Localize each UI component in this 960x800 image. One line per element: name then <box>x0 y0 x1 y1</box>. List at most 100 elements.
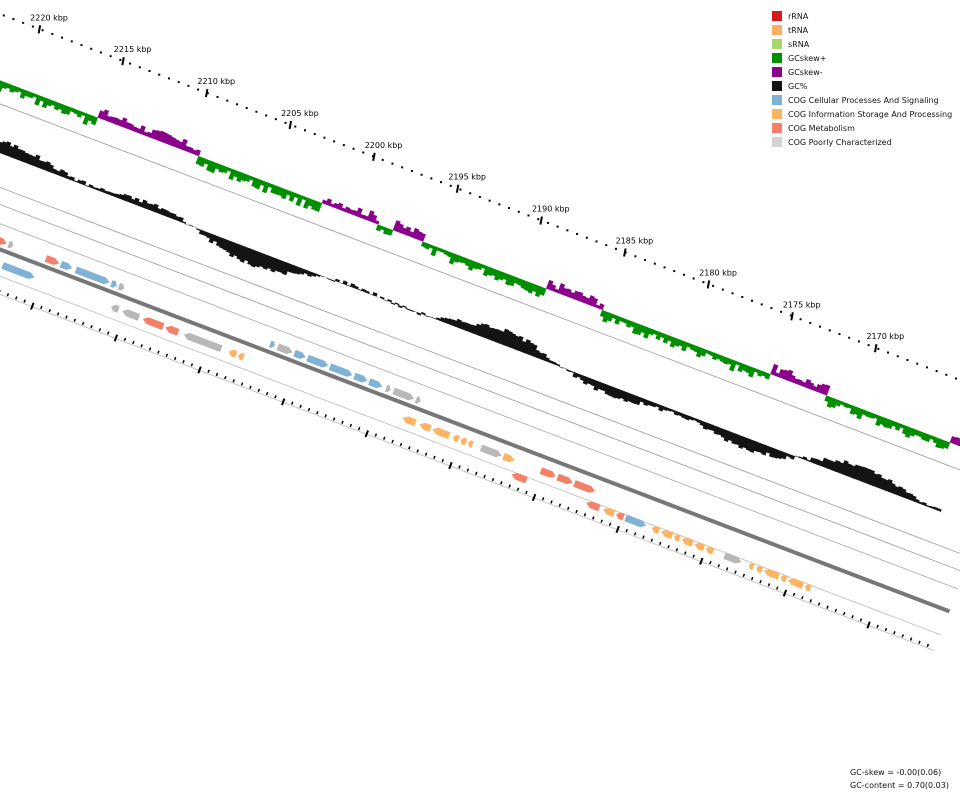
gc-content-bar <box>738 436 747 449</box>
gc-skew-bar <box>643 326 652 339</box>
gc-skew-bar <box>606 312 614 322</box>
gc-content-bar <box>47 164 54 173</box>
gc-content-bar <box>88 184 94 189</box>
legend-label: sRNA <box>788 39 810 49</box>
scale-dot <box>362 151 365 154</box>
gene-arrow <box>502 453 515 463</box>
gc-skew-bar <box>886 419 895 429</box>
gc-content-bar <box>925 504 931 508</box>
inner-minor-tick <box>926 643 930 648</box>
legend-label: rRNA <box>788 11 809 21</box>
gc-skew-bar <box>504 274 513 286</box>
gc-content-bar <box>611 387 620 399</box>
gene-arrow <box>616 512 625 521</box>
gene-arrow <box>183 333 223 353</box>
gene-arrow <box>59 260 73 270</box>
gene-arrow <box>586 501 601 512</box>
inner-minor-tick <box>249 385 252 389</box>
scale-dot <box>372 155 375 158</box>
gc-skew-bar <box>424 242 431 250</box>
inner-minor-tick <box>918 640 921 644</box>
gc-content-bar <box>330 279 336 282</box>
gc-skew-bar <box>270 184 278 194</box>
gc-skew-bar <box>564 288 572 298</box>
gc-content-bar <box>99 187 105 193</box>
inner-minor-tick <box>792 592 796 597</box>
gc-skew-bar <box>524 281 532 292</box>
gc-content-bar <box>601 383 609 392</box>
gc-skew-bar <box>614 315 622 325</box>
inner-minor-tick <box>232 379 235 383</box>
legend-label: GCskew- <box>788 67 823 77</box>
inner-minor-tick <box>299 404 302 408</box>
gene-arrow <box>306 354 329 368</box>
inner-major-tick <box>197 366 202 374</box>
gene-arrow <box>44 255 60 265</box>
inner-minor-tick <box>408 446 411 450</box>
gc-content-bar <box>247 249 257 266</box>
gc-content-bar <box>319 275 325 278</box>
gc-content-bar <box>873 473 883 488</box>
gc-content-bar <box>555 363 561 367</box>
inner-minor-tick <box>441 458 445 463</box>
scale-dot <box>789 314 792 317</box>
gc-skew-bar <box>157 130 166 142</box>
gc-skew-bar <box>28 91 35 99</box>
inner-minor-tick <box>817 602 821 606</box>
gc-skew-bar <box>314 201 323 212</box>
gc-skew-bar <box>904 426 913 438</box>
gc-skew-bar <box>830 398 839 409</box>
scale-dot <box>12 18 15 21</box>
gc-skew-bar <box>254 178 263 190</box>
gene-arrow <box>511 472 528 484</box>
scale-dot <box>245 107 248 110</box>
gene-arrow <box>788 578 805 589</box>
gc-skew-bar <box>340 207 346 212</box>
gc-content-bar <box>383 299 388 302</box>
ring-guide <box>0 275 941 636</box>
gc-content-bar <box>861 468 872 484</box>
gc-content-track <box>0 141 945 514</box>
inner-minor-tick <box>625 529 628 533</box>
gc-content-bar <box>794 455 800 458</box>
gc-skew-bar <box>625 319 633 328</box>
gc-skew-bar <box>465 258 472 267</box>
gc-content-bar <box>884 479 893 492</box>
ring-guide <box>0 204 960 571</box>
scale-dot <box>352 147 355 150</box>
gc-content-bar <box>110 192 116 197</box>
gc-content-bar <box>315 273 321 277</box>
inner-minor-tick <box>566 506 570 511</box>
inner-minor-tick <box>257 388 261 393</box>
gc-skew-bar <box>411 227 420 239</box>
gc-content-bar <box>0 141 8 155</box>
inner-minor-tick <box>474 471 478 475</box>
gc-skew-bar <box>770 363 779 376</box>
inner-minor-tick <box>909 637 913 641</box>
gc-content-bar <box>9 144 19 159</box>
gc-skew-bar <box>826 396 835 408</box>
gene-arrow <box>467 440 474 448</box>
inner-minor-tick <box>73 318 77 322</box>
gc-skew-bar <box>244 174 252 183</box>
gc-content-bar <box>17 149 26 162</box>
major-tick <box>288 120 293 130</box>
gene-arrow <box>661 529 674 539</box>
gc-content-bar <box>323 276 328 279</box>
inner-minor-tick <box>592 516 595 520</box>
gc-content-bar <box>435 317 441 321</box>
inner-minor-tick <box>491 477 495 482</box>
gc-content-bar <box>416 312 422 316</box>
gene-arrow <box>142 317 165 330</box>
scale-dot <box>721 288 724 291</box>
gc-content-bar <box>846 464 856 478</box>
gc-content-bar <box>525 342 535 356</box>
gc-content-bar <box>597 381 605 391</box>
inner-minor-tick <box>357 426 361 431</box>
gc-skew-bar <box>70 107 76 113</box>
gc-skew-bar <box>418 232 426 242</box>
statistics: GC-skew = -0.00(0.06) GC-content = 0.70(… <box>850 766 949 792</box>
scale-dot <box>430 177 433 180</box>
gc-skew-bar <box>302 197 312 209</box>
gc-skew-bar <box>729 359 738 372</box>
